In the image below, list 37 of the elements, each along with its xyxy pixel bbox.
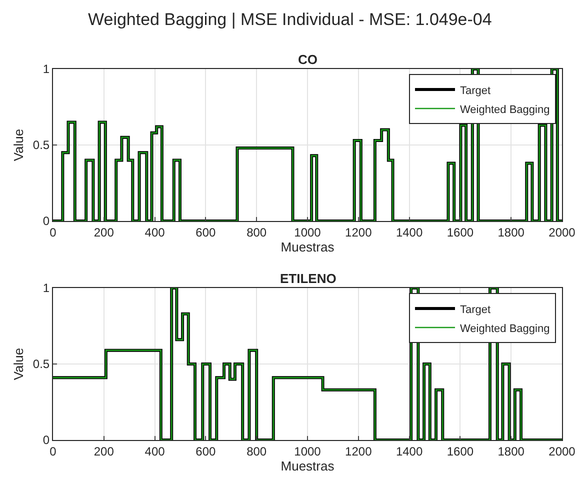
x-axis-title: Muestras xyxy=(280,458,335,474)
x-tick-label: 2000 xyxy=(548,225,576,240)
x-tick-label: 400 xyxy=(144,444,166,458)
x-tick-label: 1800 xyxy=(498,225,525,240)
x-tick-label: 200 xyxy=(94,444,114,458)
x-tick-label: 600 xyxy=(196,225,216,240)
x-tick-label: 600 xyxy=(196,444,216,458)
x-tick-label: 400 xyxy=(144,225,166,240)
legend-label: Weighted Bagging xyxy=(460,104,550,116)
chart-title: Weighted Bagging | MSE Individual - MSE: 1.049e-04 xyxy=(88,10,492,29)
chart-subtitle: CO xyxy=(298,52,318,67)
y-tick-label: 0 xyxy=(42,214,50,228)
x-tick-label: 1200 xyxy=(345,444,372,458)
y-tick-label: 0.5 xyxy=(32,357,50,372)
x-tick-label: 800 xyxy=(246,444,267,458)
y-axis-title: Value xyxy=(10,348,26,380)
chart-title: ETILENO xyxy=(280,271,336,286)
x-tick-label: 1200 xyxy=(345,225,372,240)
x-tick-label: 1600 xyxy=(446,444,474,458)
y-tick-label: 0.5 xyxy=(32,138,50,152)
x-tick-label: 800 xyxy=(246,225,267,240)
y-axis-title: Value xyxy=(10,128,26,162)
x-tick-label: 1400 xyxy=(396,225,423,240)
x-tick-label: 1800 xyxy=(498,444,525,458)
x-tick-label: 1600 xyxy=(446,225,474,240)
x-tick-label: 200 xyxy=(94,225,114,240)
y-tick-label: 1 xyxy=(42,62,50,76)
y-tick-label: 0 xyxy=(42,433,50,448)
x-tick-label: 2000 xyxy=(548,444,576,458)
legend-label: Weighted Bagging xyxy=(460,322,550,335)
y-tick-label: 1 xyxy=(42,281,50,296)
legend-label: Target xyxy=(460,84,491,97)
x-tick-label: 1000 xyxy=(294,444,322,458)
legend-label: Target xyxy=(460,304,491,316)
x-axis-title: Muestras xyxy=(280,239,335,254)
x-tick-label: 1000 xyxy=(294,225,322,240)
x-tick-label: 1400 xyxy=(396,444,423,458)
